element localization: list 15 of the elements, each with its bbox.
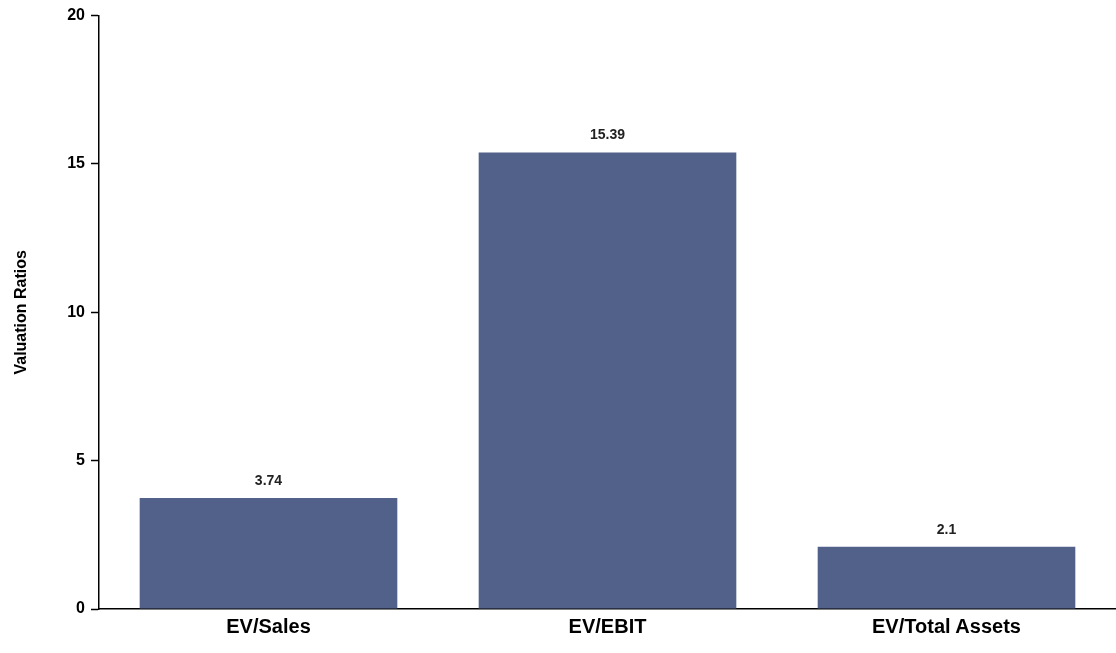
bar [478,152,737,609]
y-tick-label: 0 [76,599,86,617]
y-axis-title: Valuation Ratios [12,249,30,375]
bar [139,498,398,609]
y-tick-label: 20 [67,6,86,24]
x-tick-label: EV/Total Assets [872,614,1021,637]
data-label: 15.39 [589,126,626,143]
x-tick-label: EV/Sales [226,614,311,637]
bar [817,546,1076,609]
data-label: 3.74 [254,471,283,488]
y-tick-label: 10 [67,302,86,320]
y-tick-label: 15 [67,154,86,172]
x-tick-label: EV/EBIT [568,614,647,637]
y-tick-label: 5 [76,451,86,469]
data-label: 2.1 [936,520,957,537]
